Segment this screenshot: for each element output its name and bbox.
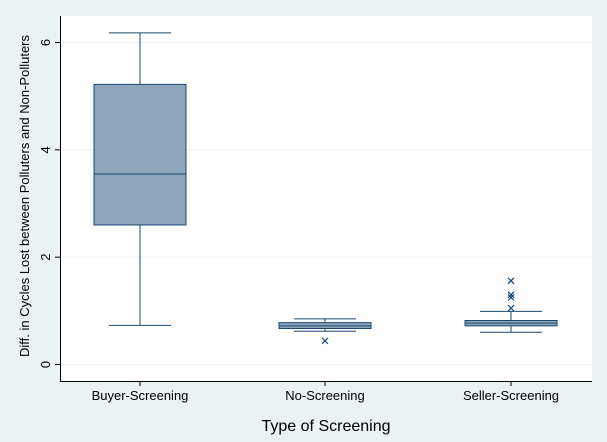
y-tick-label-2: 2 (38, 254, 53, 261)
outlier-marker-2-2 (507, 291, 515, 299)
outlier-stroke-b (321, 337, 329, 345)
box-group-1 (278, 318, 372, 345)
x-tick-label-0: Buyer-Screening (92, 388, 189, 403)
outlier-marker-2-0 (507, 304, 515, 312)
axes: 0 2 4 6 Buyer-Screening No-Screening Seller-Sc… (38, 16, 592, 403)
outlier-stroke-b (507, 293, 515, 301)
x-tick-label-1: No-Screening (285, 388, 365, 403)
box-group-2 (464, 277, 558, 333)
box-body-0 (93, 83, 187, 226)
outlier-marker-2-1 (507, 293, 515, 301)
outlier-stroke-b (507, 291, 515, 299)
y-tick-label-4: 4 (38, 146, 53, 153)
y-tick-label-0: 0 (38, 361, 53, 368)
outlier-marker-1-0 (321, 337, 329, 345)
outlier-stroke-b (507, 277, 515, 285)
boxes (93, 32, 558, 345)
x-tick-label-2: Seller-Screening (463, 388, 559, 403)
y-tick-label-6: 6 (38, 39, 53, 46)
outlier-marker-2-3 (507, 277, 515, 285)
x-axis-title: Type of Screening (262, 418, 391, 435)
box-group-0 (93, 32, 187, 326)
y-axis-title: Diff. in Cycles Lost between Polluters a… (17, 34, 32, 357)
outlier-stroke-b (507, 304, 515, 312)
